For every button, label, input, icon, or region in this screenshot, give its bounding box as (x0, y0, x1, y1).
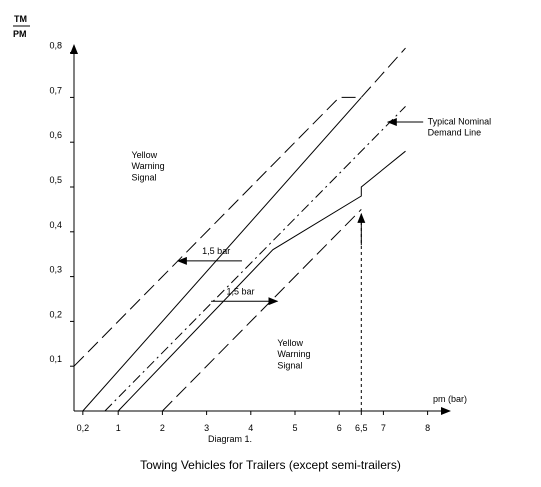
arrow-layer (176, 118, 424, 306)
y-tick-label: 0,6 (49, 130, 62, 140)
x-axis-label: pm (bar) (433, 394, 467, 404)
chart-title: Towing Vehicles for Trailers (except sem… (140, 458, 401, 472)
series-line-4 (117, 150, 406, 412)
annotation-layer: YellowWarningSignalYellowWarningSignalTy… (131, 116, 491, 370)
x-tick-label: 6,5 (355, 423, 368, 433)
series-layer (73, 47, 406, 412)
x-tick-label: 3 (204, 423, 209, 433)
y-tick-label: 0,5 (49, 175, 62, 185)
y-tick-label: 0,2 (49, 309, 62, 319)
annotation-text: Yellow (277, 338, 303, 348)
annotation-text: Yellow (131, 150, 157, 160)
y-tick-label: 0,7 (49, 85, 62, 95)
annotation-text: Warning (131, 161, 164, 171)
y-axis-label-bottom: PM (13, 29, 27, 39)
annotation-text: Warning (277, 349, 310, 359)
annotation-text: Demand Line (428, 127, 482, 137)
series-line-1 (73, 47, 406, 367)
y-ticks: 0,1 0,2 0,3 0,4 0,5 0,6 0,7 0,8 (49, 41, 74, 367)
x-tick-label: 8 (425, 423, 430, 433)
series-line-2 (82, 97, 362, 412)
y-tick-label: 0,3 (49, 265, 62, 275)
y-tick-label: 0,8 (49, 41, 62, 51)
x-tick-label: 5 (292, 423, 297, 433)
annotation-text: 1,5 bar (202, 246, 230, 256)
y-tick-label: 0,4 (49, 220, 62, 230)
series-line-5 (162, 209, 362, 412)
x-tick-label: 2 (160, 423, 165, 433)
diagram-label: Diagram 1. (208, 434, 252, 444)
annotation-text: Typical Nominal (428, 116, 492, 126)
axes (70, 44, 451, 415)
x-tick-label: 0,2 (77, 423, 90, 433)
x-tick-label: 1 (116, 423, 121, 433)
annotation-text: 1,5 bar (226, 287, 254, 297)
x-ticks: 0,2 1 2 3 4 5 6 6,5 7 8 (77, 411, 430, 433)
y-axis-label-top: TM (14, 14, 27, 24)
annotation-text: Signal (131, 172, 156, 182)
x-tick-label: 6 (337, 423, 342, 433)
annotation-text: Signal (277, 360, 302, 370)
x-tick-label: 4 (248, 423, 253, 433)
y-tick-label: 0,1 (49, 354, 62, 364)
x-tick-label: 7 (381, 423, 386, 433)
